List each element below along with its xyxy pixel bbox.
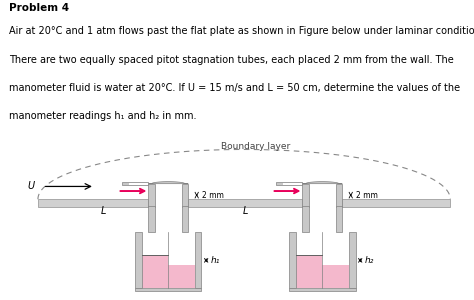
Bar [122, 182, 148, 185]
Text: Problem 4: Problem 4 [9, 3, 70, 13]
Bar [336, 184, 342, 207]
Bar [129, 183, 148, 184]
Bar [302, 184, 309, 207]
Bar [38, 199, 148, 207]
Bar [349, 232, 356, 288]
Text: There are two equally spaced pitot stagnation tubes, each placed 2 mm from the w: There are two equally spaced pitot stagn… [9, 55, 454, 64]
Bar [168, 255, 195, 266]
Bar [322, 255, 349, 266]
Text: L: L [243, 206, 248, 216]
Text: Air at 20°C and 1 atm flows past the flat plate as shown in Figure below under l: Air at 20°C and 1 atm flows past the fla… [9, 26, 474, 36]
Bar [342, 199, 450, 207]
Bar [283, 183, 302, 184]
Bar [188, 199, 302, 207]
Bar [296, 255, 349, 288]
Text: h₂: h₂ [365, 256, 374, 265]
Bar [148, 206, 155, 232]
Text: U: U [27, 182, 35, 191]
Text: Boundary layer: Boundary layer [221, 142, 291, 151]
Bar [148, 184, 155, 207]
Text: L: L [100, 206, 106, 216]
Bar [182, 206, 188, 232]
Bar [142, 255, 195, 288]
Bar [135, 288, 201, 291]
Bar [135, 232, 142, 288]
Bar [182, 184, 188, 207]
Text: h₁: h₁ [211, 256, 220, 265]
Text: manometer fluid is water at 20°C. If U = 15 m/s and L = 50 cm, determine the val: manometer fluid is water at 20°C. If U =… [9, 83, 461, 93]
Polygon shape [302, 182, 342, 184]
Bar [195, 232, 201, 288]
Text: 2 mm: 2 mm [356, 190, 378, 200]
Bar [289, 232, 296, 288]
Bar [276, 182, 302, 185]
Bar [302, 206, 309, 232]
Bar [336, 206, 342, 232]
Polygon shape [148, 182, 188, 184]
Text: manometer readings h₁ and h₂ in mm.: manometer readings h₁ and h₂ in mm. [9, 111, 197, 122]
Bar [289, 288, 356, 291]
Text: 2 mm: 2 mm [202, 190, 224, 200]
